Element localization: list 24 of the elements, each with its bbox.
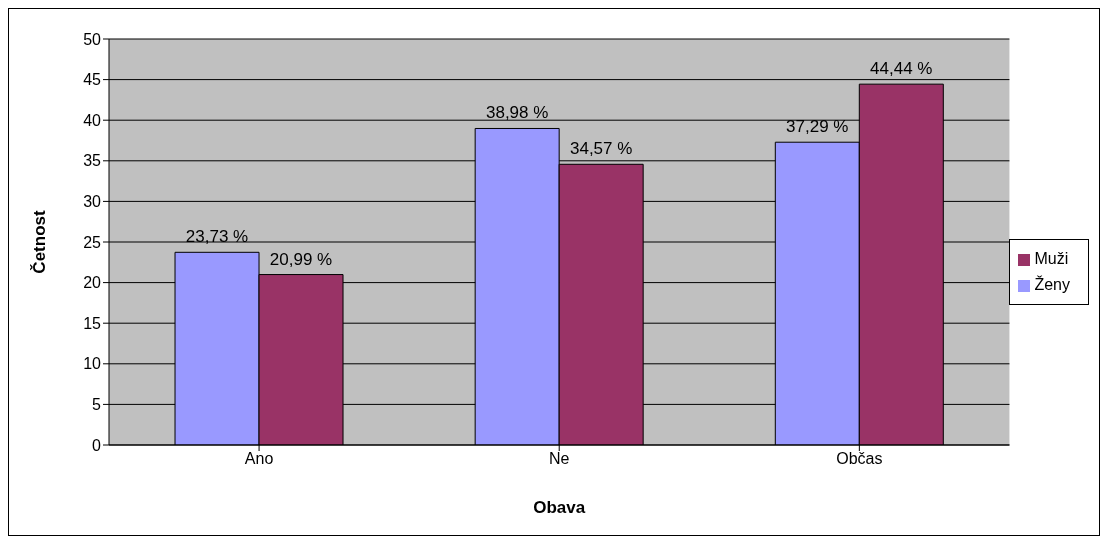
y-tick-label: 5	[92, 396, 102, 414]
legend-label: Ženy	[1034, 276, 1070, 293]
legend-label: Muži	[1034, 250, 1069, 267]
data-label: 23,73 %	[185, 227, 249, 247]
y-tick-label: 25	[83, 233, 102, 251]
x-tick-label: Občas	[836, 450, 883, 468]
x-axis-title: Obava	[533, 498, 586, 517]
data-label: 34,57 %	[569, 139, 633, 159]
data-label: 38,98 %	[485, 103, 549, 123]
y-axis-title: Četnost	[30, 210, 50, 274]
data-label: 20,99 %	[269, 249, 333, 269]
data-label: 44,44 %	[870, 59, 933, 79]
y-tick-label: 35	[83, 152, 102, 170]
y-tick-label: 0	[92, 436, 102, 454]
y-tick-label: 15	[83, 314, 102, 332]
data-label: 37,29 %	[786, 117, 849, 137]
y-tick-label: 30	[83, 193, 102, 211]
x-tick-label: Ne	[548, 450, 570, 468]
x-tick-label: Ano	[244, 450, 274, 468]
y-tick-label: 20	[83, 274, 102, 292]
y-tick-label: 10	[83, 355, 102, 373]
y-tick-label: 45	[83, 71, 102, 89]
y-tick-label: 40	[83, 111, 102, 129]
y-tick-label: 50	[83, 30, 102, 48]
